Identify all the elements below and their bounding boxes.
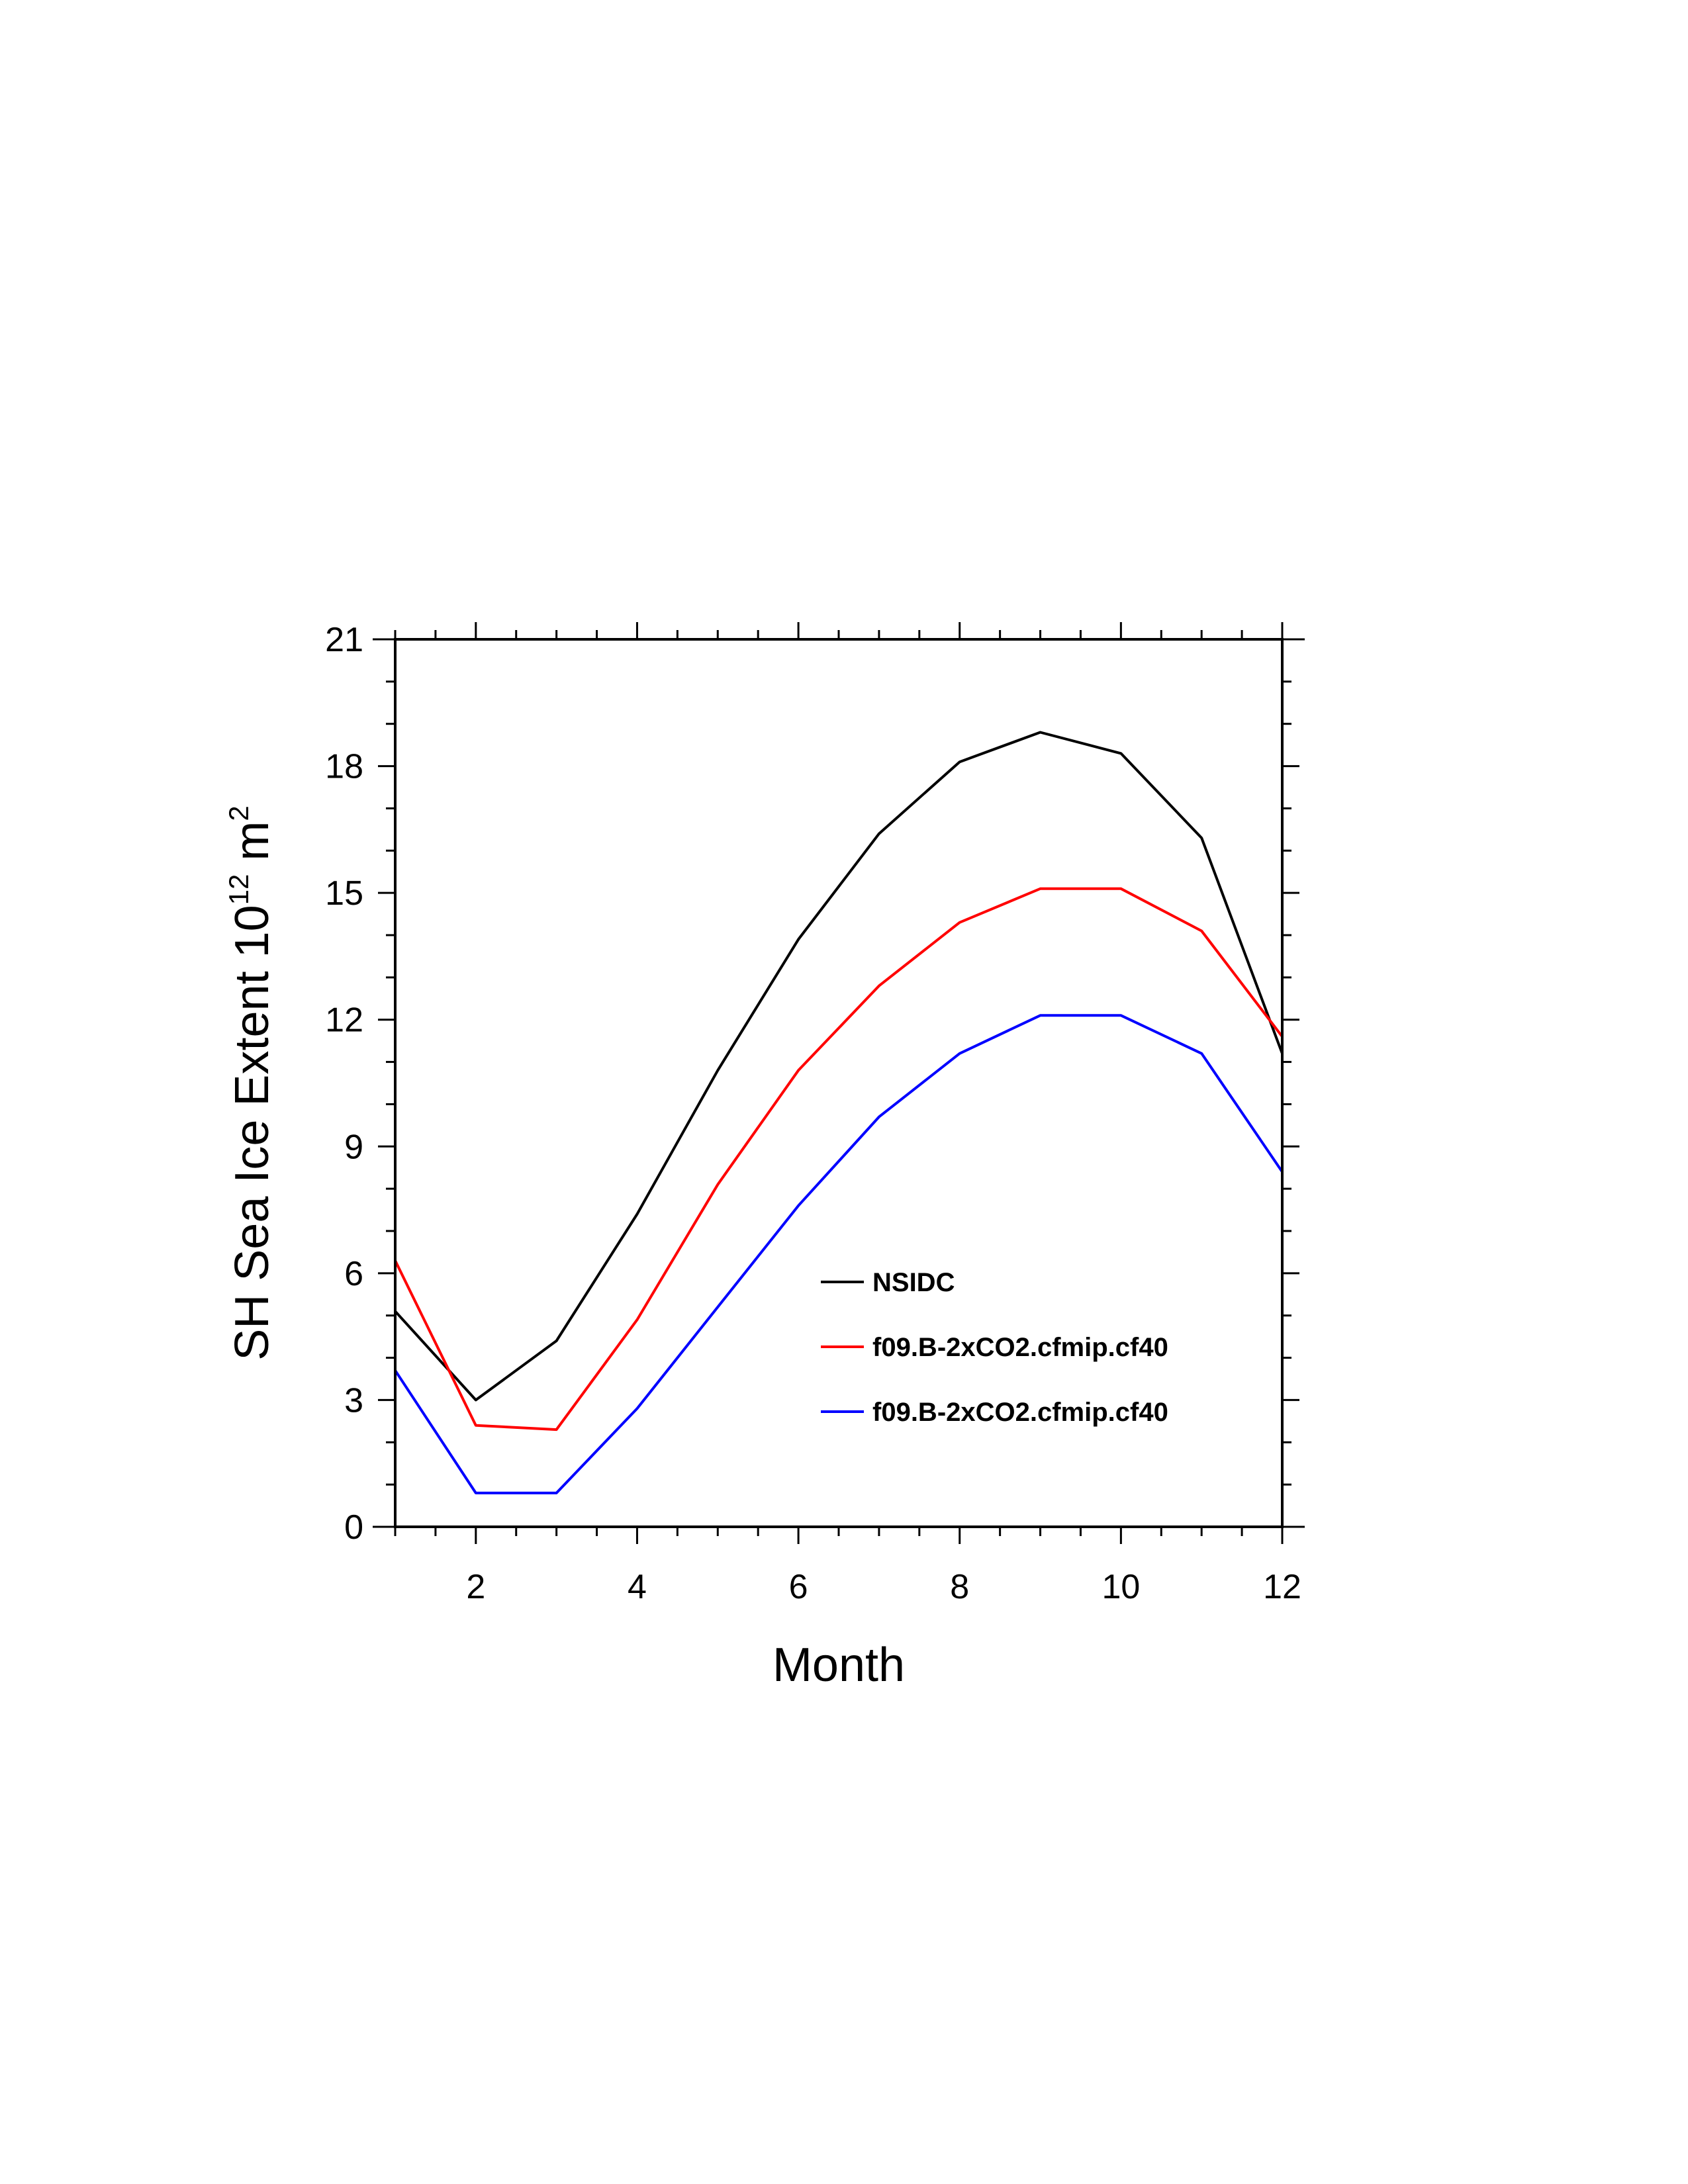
y-tick-label: 18: [325, 748, 363, 786]
legend-label-2: f09.B-2xCO2.cfmip.cf40: [872, 1333, 1168, 1362]
x-tick-label: 8: [950, 1568, 969, 1606]
y-axis-title-text: SH Sea Ice Extent 10: [226, 905, 279, 1360]
series-line-2: [394, 887, 1284, 1432]
series-line-3: [394, 1014, 1284, 1494]
legend-label-1: NSIDC: [872, 1268, 955, 1297]
tick-labels: 2 4 6 8 10 12 0 3 6 9 12 15 18 21: [325, 621, 1301, 1606]
x-tick-label: 4: [628, 1568, 647, 1606]
x-tick-label: 12: [1263, 1568, 1301, 1606]
axis-ticks: [373, 622, 1305, 1544]
x-tick-label: 2: [466, 1568, 485, 1606]
y-tick-label: 3: [344, 1381, 363, 1420]
y-axis-title-unit-exponent: 2: [223, 805, 254, 821]
series-lines: [394, 731, 1284, 1494]
y-axis-title: SH Sea Ice Extent 1012 m2: [223, 805, 279, 1360]
y-tick-label: 9: [344, 1128, 363, 1166]
y-tick-label: 21: [325, 621, 363, 659]
plot-frame: [394, 638, 1284, 1528]
x-tick-label: 6: [789, 1568, 808, 1606]
y-tick-label: 0: [344, 1508, 363, 1547]
y-tick-label: 15: [325, 874, 363, 913]
y-axis-title-exponent: 12: [223, 874, 254, 905]
series-line-1: [394, 731, 1284, 1402]
x-tick-label: 10: [1102, 1568, 1140, 1606]
legend: NSIDC f09.B-2xCO2.cfmip.cf40 f09.B-2xCO2.c…: [821, 1268, 1168, 1427]
y-tick-label: 6: [344, 1255, 363, 1293]
legend-label-3: f09.B-2xCO2.cfmip.cf40: [872, 1398, 1168, 1427]
x-axis-title: Month: [773, 1639, 905, 1692]
y-axis-title-unit: m: [226, 821, 279, 874]
y-tick-label: 12: [325, 1001, 363, 1040]
